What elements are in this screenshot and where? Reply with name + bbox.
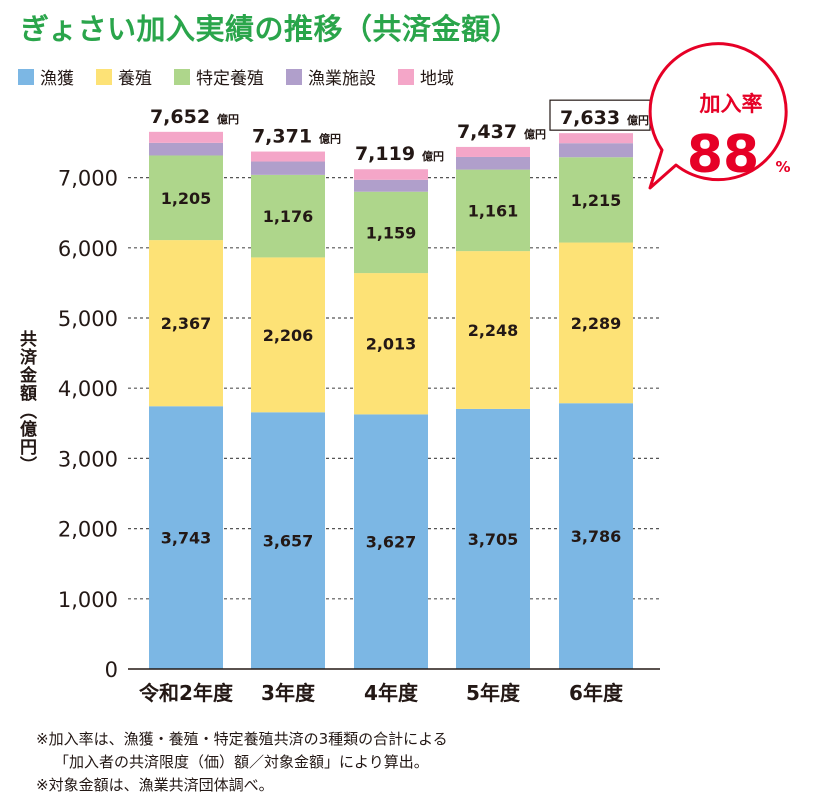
footnote-2: 「加入者の共済限度（価）額／対象金額」により算出。 bbox=[54, 753, 429, 771]
bar-segment bbox=[251, 174, 325, 258]
bar-segment bbox=[456, 169, 530, 252]
footnote-1: ※加入率は、漁獲・養殖・特定養殖共済の3種類の合計による bbox=[36, 730, 448, 748]
callout-bubble bbox=[648, 42, 788, 190]
data-label: 3,786 bbox=[571, 527, 622, 546]
x-tick-label: 6年度 bbox=[569, 681, 624, 705]
data-label: 2,206 bbox=[263, 326, 314, 345]
bar-segment bbox=[149, 131, 223, 143]
total-unit: 億円 bbox=[524, 127, 546, 141]
legend-item: 漁業施設 bbox=[286, 64, 376, 89]
legend-label: 漁獲 bbox=[40, 69, 74, 89]
y-tick-label: 1,000 bbox=[58, 588, 118, 612]
x-tick-label: 4年度 bbox=[364, 681, 419, 705]
bar-segment bbox=[354, 179, 428, 192]
y-tick-label: 7,000 bbox=[58, 167, 118, 191]
bar-segment bbox=[456, 156, 530, 170]
legend-item: 漁獲 bbox=[18, 64, 74, 89]
bar-segment bbox=[251, 161, 325, 175]
data-label: 2,367 bbox=[161, 314, 212, 333]
y-tick-label: 5,000 bbox=[58, 307, 118, 331]
bar-segment bbox=[149, 155, 223, 241]
total-label: 7,652 bbox=[150, 106, 210, 128]
legend-item: 地域 bbox=[398, 64, 454, 89]
y-tick-label: 3,000 bbox=[58, 447, 118, 471]
bar-segment bbox=[251, 151, 325, 162]
data-label: 1,205 bbox=[161, 189, 212, 208]
legend-label: 養殖 bbox=[118, 69, 152, 89]
bar-segment bbox=[456, 251, 530, 409]
legend-label: 特定養殖 bbox=[196, 69, 264, 89]
y-axis-label: 共済金額（億円） bbox=[16, 330, 36, 474]
data-label: 1,215 bbox=[571, 191, 622, 210]
data-label: 1,159 bbox=[366, 223, 417, 242]
bar-segment bbox=[149, 406, 223, 669]
y-tick-label: 2,000 bbox=[58, 518, 118, 542]
total-unit: 億円 bbox=[627, 113, 649, 127]
x-tick-label: 令和2年度 bbox=[139, 681, 234, 705]
y-tick-label: 4,000 bbox=[58, 377, 118, 401]
legend-swatch bbox=[96, 68, 112, 85]
data-label: 2,289 bbox=[571, 314, 622, 333]
y-tick-label: 0 bbox=[105, 658, 118, 682]
total-unit: 億円 bbox=[319, 132, 341, 146]
legend-item: 養殖 bbox=[96, 64, 152, 89]
bar-segment bbox=[354, 414, 428, 669]
legend-item: 特定養殖 bbox=[174, 64, 264, 89]
bar-segment bbox=[354, 273, 428, 415]
legend-swatch bbox=[174, 68, 190, 85]
legend: 漁獲 養殖 特定養殖 漁業施設 地域 bbox=[18, 64, 454, 89]
bar-segment bbox=[149, 240, 223, 407]
legend-swatch bbox=[398, 68, 414, 85]
bar-segment bbox=[559, 242, 633, 404]
x-tick-label: 5年度 bbox=[466, 681, 521, 705]
total-unit: 億円 bbox=[422, 149, 444, 163]
total-label: 7,437 bbox=[457, 121, 517, 143]
callout-unit: % bbox=[775, 158, 790, 176]
legend-label: 漁業施設 bbox=[308, 69, 376, 89]
callout-value: 88 bbox=[687, 125, 759, 185]
footnote-3: ※対象金額は、漁業共済団体調べ。 bbox=[36, 776, 274, 794]
callout-label: 加入率 bbox=[699, 92, 763, 116]
bar-segment bbox=[559, 157, 633, 243]
data-label: 3,657 bbox=[263, 532, 314, 551]
bar-segment bbox=[149, 142, 223, 156]
bar-segment bbox=[559, 143, 633, 158]
bar-segment bbox=[354, 191, 428, 274]
total-label: 7,119 bbox=[355, 143, 415, 165]
enrollment-rate-callout: 加入率 88 % bbox=[648, 42, 791, 190]
total-label: 7,633 bbox=[560, 107, 620, 129]
bar-segment bbox=[251, 257, 325, 413]
data-label: 1,161 bbox=[468, 201, 519, 220]
chart-title: ぎょさい加入実績の推移（共済金額） bbox=[20, 12, 521, 46]
data-label: 2,013 bbox=[366, 335, 417, 354]
bar-segment bbox=[559, 403, 633, 669]
bar-segment bbox=[559, 133, 633, 144]
legend-swatch bbox=[286, 68, 302, 85]
x-tick-label: 3年度 bbox=[261, 681, 316, 705]
bar-segment bbox=[354, 169, 428, 180]
legend-swatch bbox=[18, 68, 34, 85]
data-label: 1,176 bbox=[263, 207, 314, 226]
data-label: 3,743 bbox=[161, 529, 212, 548]
bar-segment bbox=[251, 412, 325, 669]
data-label: 2,248 bbox=[468, 321, 519, 340]
stacked-bar-chart: 0 1,000 2,000 3,000 4,000 5,000 6,000 7,000 3,74… bbox=[58, 99, 660, 705]
data-label: 3,627 bbox=[366, 533, 417, 552]
footnotes: ※加入率は、漁獲・養殖・特定養殖共済の3種類の合計による 「加入者の共済限度（価… bbox=[36, 728, 448, 797]
bar-segment bbox=[456, 408, 530, 669]
legend-label: 地域 bbox=[420, 69, 454, 89]
total-label: 7,371 bbox=[252, 126, 312, 148]
data-label: 3,705 bbox=[468, 530, 519, 549]
bar-segment bbox=[456, 146, 530, 157]
y-tick-label: 6,000 bbox=[58, 237, 118, 261]
total-unit: 億円 bbox=[217, 112, 239, 126]
